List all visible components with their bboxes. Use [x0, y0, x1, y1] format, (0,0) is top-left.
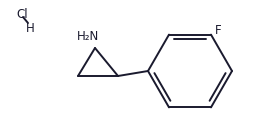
Text: Cl: Cl: [16, 7, 27, 21]
Text: F: F: [214, 24, 221, 37]
Text: H: H: [26, 21, 35, 35]
Text: H₂N: H₂N: [77, 30, 99, 42]
